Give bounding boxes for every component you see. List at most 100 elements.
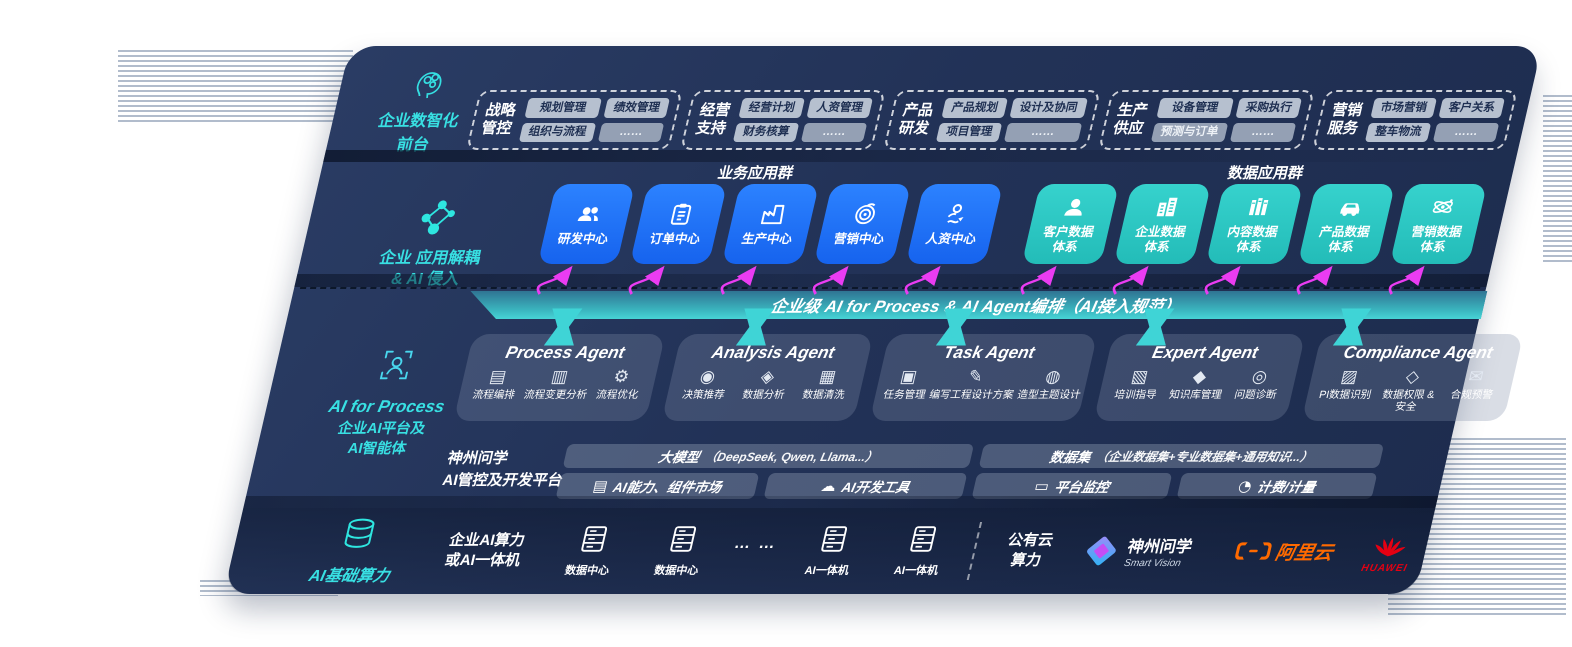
agent-item: ▤ 流程编排: [466, 367, 526, 401]
platform-name: 神州问学: [445, 450, 510, 467]
card-content-data: 内容数据体系: [1205, 184, 1304, 264]
agent-title: Compliance Agent: [1341, 343, 1495, 362]
agent-item: ◇ 数据权限 & 安全: [1375, 367, 1445, 414]
agent-item: ◎ 问题诊断: [1226, 367, 1289, 401]
agent-item-label: 合规预警: [1449, 389, 1495, 401]
agent-item-label: 培训指导: [1113, 389, 1158, 401]
server-icon: [905, 524, 942, 554]
node-label: AI一体机: [803, 565, 851, 577]
agent-item-label: 问题诊断: [1233, 389, 1278, 401]
task-agent-card: Task Agent ▣ 任务管理 ✎ 编写工程设计方案 ◍ 造型主题设计: [869, 334, 1098, 422]
datacenter-node: 数据中心: [632, 524, 730, 578]
monitor-label: 平台监控: [1052, 480, 1111, 495]
card-label: 产品数据体系: [1317, 224, 1372, 254]
group-tags: 产品规划 设计及协同 项目管理 ……: [935, 98, 1088, 142]
agent-item-label: 数据清洗: [801, 389, 846, 401]
infra-title: AI基础算力: [307, 568, 392, 585]
building-icon: [1150, 194, 1182, 220]
card-label: 订单中心: [648, 232, 702, 247]
ai-bus-banner: 企业级 AI for Process & AI Agent编排（AI接入规范）: [464, 291, 1487, 319]
agent-item-label: 决策推荐: [681, 389, 726, 401]
monitor-icon: ▭: [1032, 476, 1052, 495]
robot-icon: ▣: [898, 367, 919, 387]
agent-item-label: 数据分析: [741, 389, 786, 401]
agent-title: Process Agent: [503, 343, 627, 362]
tag: 产品规划: [941, 98, 1008, 118]
clipboard-icon: [665, 201, 697, 227]
platform-model-column: 大模型 （DeepSeek, Qwen, Llama...） ▤ AI能力、组件…: [555, 444, 975, 499]
front-office-label-block: 企业数智化前台: [369, 60, 474, 155]
tag: 经营计划: [738, 98, 805, 118]
tag-ellipsis: ……: [800, 122, 868, 142]
agent-item-label: 编写工程设计方案: [928, 389, 1015, 401]
agent-item-label: 数据权限 & 安全: [1381, 389, 1436, 414]
agent-items: ▤ 流程编排 ▥ 流程变更分析 ⚙ 流程优化: [466, 367, 649, 401]
group-product-rd: 产品研发 产品规划 设计及协同 项目管理 ……: [882, 90, 1101, 150]
agent-item: ▨ PI数据识别: [1311, 367, 1381, 413]
agent-item-label: 任务管理: [882, 389, 927, 401]
tag: 预测与订单: [1150, 122, 1229, 142]
dev-tools-label: AI开发工具: [840, 480, 912, 495]
dashed-separator-line: [299, 287, 1481, 289]
card-label: 生产中心: [740, 232, 794, 247]
agent-item-label: PI数据识别: [1317, 389, 1373, 401]
platform-ops-row: ▭ 平台监控 ◔ 计费/计量: [971, 473, 1378, 499]
platform-tools-row: ▤ AI能力、组件市场 ☁ AI开发工具: [555, 473, 968, 499]
car-icon: [1334, 194, 1366, 220]
ai-market-bar: ▤ AI能力、组件市场: [555, 473, 760, 499]
tag-ellipsis: ……: [1432, 122, 1500, 142]
design-doc-icon: ◍: [1043, 367, 1063, 387]
tag: 客户关系: [1438, 98, 1505, 118]
scanline-decoration-top-right: [1543, 95, 1572, 265]
group-tags: 市场营销 客户关系 整车物流 ……: [1364, 98, 1505, 142]
dataset-bar-title: 数据集: [1048, 450, 1092, 465]
agent-cards: Process Agent ▤ 流程编排 ▥ 流程变更分析 ⚙ 流程优化 Analys…: [453, 334, 1524, 422]
sliders-icon: ▥: [549, 367, 570, 387]
expert-agent-card: Expert Agent ▧ 培训指导 ◆ 知识库管理 ◎ 问题诊断: [1093, 334, 1306, 422]
agent-items: ▣ 任务管理 ✎ 编写工程设计方案 ◍ 造型主题设计: [882, 367, 1082, 401]
agent-item: ◍ 造型主题设计: [1016, 367, 1086, 401]
shelf-shadow: [323, 150, 1518, 162]
tag: 设备管理: [1155, 98, 1234, 118]
ai-layer-label-block: AI for Process 企业AI平台及 AI智能体: [285, 346, 491, 459]
agent-item: ◉ 决策推荐: [674, 367, 737, 401]
model-bar-sub: （DeepSeek, Qwen, Llama...）: [703, 449, 880, 464]
people-icon: [573, 201, 605, 227]
platform-dataset-column: 数据集 （企业数据集+专业数据集+通用知识...） ▭ 平台监控 ◔ 计费/计量: [971, 444, 1385, 499]
card-label: 研发中心: [556, 232, 610, 247]
data-grid-icon: ▦: [817, 367, 838, 387]
mail-alert-icon: ✉: [1466, 367, 1486, 387]
database-icon: [333, 516, 384, 556]
ai-market-label: AI能力、组件市场: [611, 480, 723, 495]
agent-title: Task Agent: [941, 343, 1037, 362]
tag: 项目管理: [935, 122, 1003, 142]
chart-icon: ▤: [487, 367, 509, 387]
tag-ellipsis: ……: [1003, 122, 1082, 142]
node-label: 数据中心: [563, 565, 611, 577]
card-label: 客户数据体系: [1041, 224, 1096, 254]
group-strategy: 战略管控 规划管理 绩效管理 组织与流程 ……: [465, 90, 683, 150]
target-icon: [849, 201, 881, 227]
group-tags: 经营计划 人资管理 财务核算 ……: [732, 98, 873, 142]
enterprise-compute-label: 企业AI算力 或AI一体机: [443, 531, 527, 569]
card-label: 内容数据体系: [1225, 224, 1280, 254]
agent-item-label: 流程变更分析: [522, 389, 589, 401]
books-icon: [1242, 194, 1274, 220]
tag: 绩效管理: [603, 98, 670, 118]
cloud-pencil-icon: ✎: [966, 367, 986, 387]
public-cloud-label: 公有云 算力: [1006, 531, 1056, 569]
diagnose-icon: ◎: [1249, 367, 1270, 387]
card-label: 营销数据体系: [1409, 224, 1464, 254]
data-app-cards: 客户数据体系 企业数据体系 内容数据体系 产品数据体系 营销数据体系: [1021, 184, 1488, 264]
atom-icon: ◈: [758, 367, 777, 387]
card-hr-center: 人资中心: [905, 184, 1004, 264]
card-label: 人资中心: [924, 232, 978, 247]
agent-items: ▧ 培训指导 ◆ 知识库管理 ◎ 问题诊断: [1106, 367, 1289, 401]
dev-tools-bar: ☁ AI开发工具: [763, 473, 968, 499]
person-wave-icon: [941, 201, 973, 227]
business-app-cards: 研发中心 订单中心 生产中心 营销中心 人资中心: [537, 184, 1004, 264]
business-apps-header: 业务应用群: [716, 165, 796, 182]
server-icon: [816, 524, 853, 554]
agent-title: Expert Agent: [1150, 343, 1261, 362]
agent-item: ▣ 任务管理: [882, 367, 931, 401]
